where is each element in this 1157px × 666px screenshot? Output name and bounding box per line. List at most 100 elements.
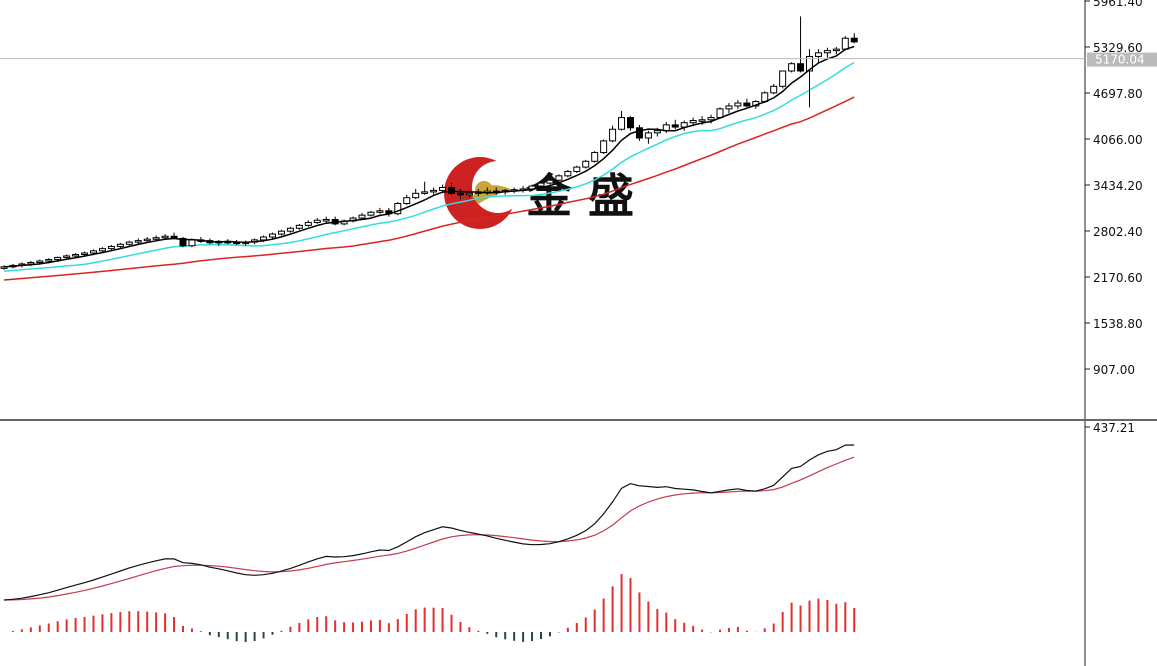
candle-body bbox=[304, 221, 312, 226]
candle bbox=[546, 178, 554, 185]
y-tick-label: 1538.80 bbox=[1093, 317, 1143, 331]
candle-body bbox=[36, 260, 44, 264]
candle-body bbox=[90, 250, 97, 254]
candle-body bbox=[286, 227, 294, 232]
candle-body bbox=[72, 253, 80, 257]
candle-body bbox=[322, 219, 330, 222]
y-tick-label: 3434.20 bbox=[1093, 179, 1143, 193]
candle bbox=[770, 84, 778, 95]
y-axis-ticks: 5961.40 5329.60 4697.80 4066.00 3434.20 2802.… bbox=[1085, 0, 1143, 435]
candle-body bbox=[295, 224, 303, 229]
candle-body bbox=[269, 233, 276, 238]
candle-body bbox=[797, 63, 805, 72]
candle-body bbox=[45, 259, 53, 262]
candle-body bbox=[779, 70, 787, 87]
candle bbox=[644, 130, 652, 144]
candle-body bbox=[161, 235, 169, 239]
candle-body bbox=[743, 102, 751, 107]
candle bbox=[367, 210, 375, 217]
candle bbox=[304, 220, 312, 227]
candle bbox=[295, 223, 303, 230]
candle bbox=[313, 218, 321, 224]
candle-body bbox=[707, 117, 715, 121]
candle bbox=[286, 226, 294, 233]
candle bbox=[421, 181, 429, 195]
candle-body bbox=[600, 140, 608, 154]
candle-body bbox=[841, 37, 849, 50]
candle bbox=[107, 245, 115, 251]
candle bbox=[814, 49, 822, 64]
candle-body bbox=[653, 130, 661, 134]
candle bbox=[269, 232, 276, 239]
candle bbox=[671, 119, 679, 130]
candle bbox=[797, 16, 805, 73]
candle bbox=[448, 183, 455, 195]
y-tick-label: 4066.00 bbox=[1093, 133, 1143, 147]
candle bbox=[609, 125, 617, 143]
candle-body bbox=[850, 37, 858, 43]
candle-body bbox=[671, 124, 679, 128]
candle bbox=[116, 242, 124, 249]
candle bbox=[734, 100, 742, 109]
main-price-panel bbox=[0, 16, 858, 281]
candle bbox=[582, 159, 590, 169]
y-tick-label: 2170.60 bbox=[1093, 271, 1143, 285]
y-tick-label: 4697.80 bbox=[1093, 87, 1143, 101]
candle-body bbox=[546, 179, 554, 184]
candle-body bbox=[770, 85, 778, 94]
ma-mid-line bbox=[3, 61, 855, 272]
candle-body bbox=[394, 203, 402, 215]
macd-line bbox=[3, 444, 855, 601]
logo-text: 金 盛 bbox=[525, 169, 634, 223]
candle-body bbox=[260, 236, 268, 241]
candle bbox=[456, 188, 464, 200]
candle bbox=[788, 62, 796, 73]
candle bbox=[779, 70, 787, 89]
candle-body bbox=[823, 50, 831, 54]
y-tick-label: 907.00 bbox=[1093, 363, 1135, 377]
candle bbox=[412, 188, 420, 200]
candle-body bbox=[179, 237, 187, 247]
candle-body bbox=[358, 214, 366, 219]
candle-body bbox=[367, 211, 375, 216]
candle-body bbox=[376, 210, 384, 213]
candle bbox=[322, 216, 330, 223]
candle bbox=[573, 165, 581, 173]
candle-body bbox=[116, 243, 124, 247]
candle-body bbox=[788, 63, 796, 72]
candle-body bbox=[609, 128, 617, 142]
candle-body bbox=[152, 237, 160, 240]
candle bbox=[125, 240, 133, 247]
candle bbox=[134, 238, 142, 245]
candle-body bbox=[644, 132, 652, 139]
ma-fast-line bbox=[3, 45, 855, 268]
candle-body bbox=[448, 186, 455, 194]
candle bbox=[277, 229, 285, 236]
candle-body bbox=[277, 230, 285, 235]
candle-body bbox=[635, 127, 643, 139]
candle bbox=[358, 212, 366, 220]
candle bbox=[823, 47, 831, 58]
candle-body bbox=[81, 252, 89, 256]
candle-body bbox=[734, 102, 742, 107]
candle-body bbox=[107, 245, 115, 250]
candle bbox=[618, 111, 626, 131]
y-tick-label: 2802.40 bbox=[1093, 225, 1143, 239]
candle-body bbox=[465, 192, 473, 196]
candle-body bbox=[54, 256, 62, 261]
candle bbox=[600, 139, 608, 154]
candle bbox=[850, 33, 858, 44]
candle bbox=[564, 170, 572, 178]
candle-body bbox=[564, 170, 572, 177]
candle-body bbox=[573, 166, 581, 172]
candle-body bbox=[421, 191, 429, 194]
candle bbox=[430, 187, 438, 195]
candle-body bbox=[716, 108, 724, 119]
candle-body bbox=[814, 52, 822, 57]
macd-panel bbox=[3, 444, 856, 643]
candle bbox=[743, 98, 751, 108]
y-tick-label: 5961.40 bbox=[1093, 0, 1143, 9]
candle-body bbox=[412, 192, 420, 199]
candle-body bbox=[725, 105, 733, 110]
candle-body bbox=[627, 117, 634, 129]
